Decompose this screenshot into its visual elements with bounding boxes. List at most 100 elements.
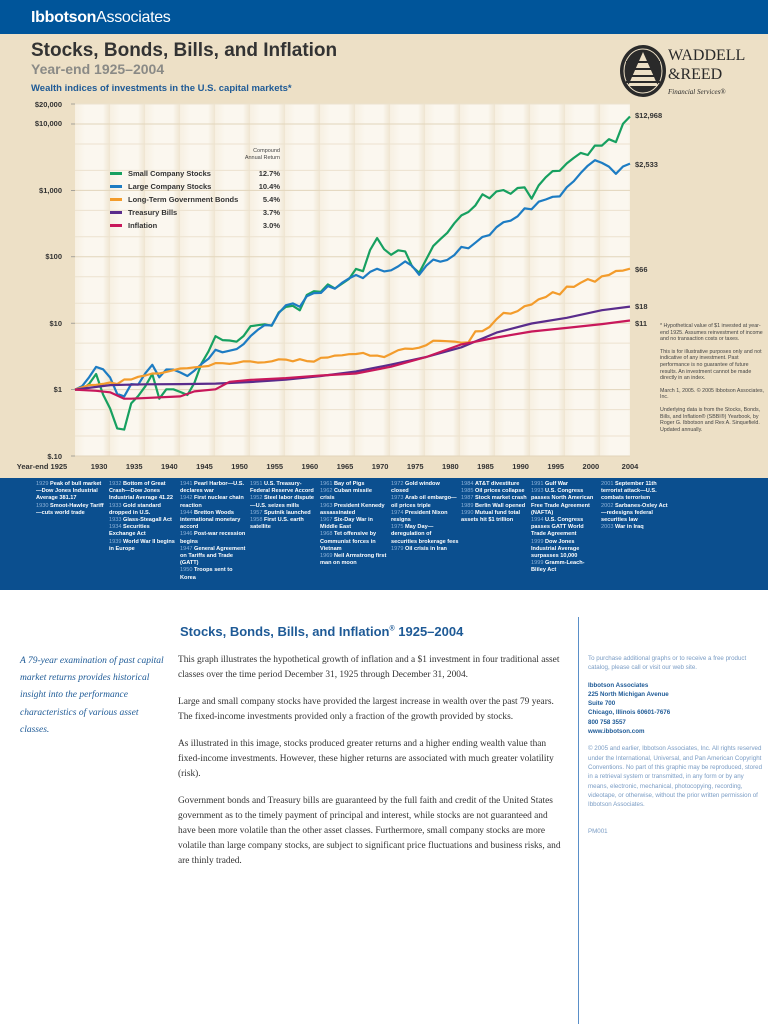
website-link[interactable]: www.ibbotson.com (588, 728, 645, 736)
event-year: 1946 (180, 531, 194, 538)
timeline-column: 1991 Gulf War 1993 U.S. Congress passes N… (531, 481, 599, 575)
timeline-event: 1952 Steel labor dispute—U.S. seizes mil… (250, 495, 318, 509)
page-subtitle: Year-end 1925–2004 (31, 61, 165, 77)
timeline-event: 1942 First nuclear chain reaction (180, 495, 248, 509)
event-text: Smoot-Hawley Tariff—cuts world trade (36, 502, 104, 516)
timeline-column: 1929 Peak of bull market—Dow Jones Indus… (36, 481, 104, 517)
event-text: Gramm-Leach-Bliley Act (531, 560, 585, 574)
timeline-event: 1975 May Day—deregulation of securities … (391, 524, 459, 546)
event-text: September 11th terrorist attack—U.S. com… (601, 481, 657, 502)
legend-item: Long-Term Government Bonds 5.4% (110, 193, 280, 206)
address-block: Ibbotson Associates 225 North Michigan A… (588, 681, 763, 737)
bottom-title-text: Stocks, Bonds, Bills, and Inflation (180, 624, 390, 639)
event-year: 1990 (461, 509, 475, 516)
legend-label: Treasury Bills (128, 208, 178, 217)
legend-label: Long-Term Government Bonds (128, 195, 239, 204)
event-text: Six-Day War in Middle East (320, 517, 373, 531)
timeline-event: 1932 Bottom of Great Crash—Dow Jones Ind… (109, 481, 177, 503)
event-text: Sputnik launched (264, 509, 311, 516)
x-tick-label: 2000 (582, 462, 600, 471)
timeline-event: 1962 Cuban missile crisis (320, 488, 388, 502)
legend-return: 3.0% (262, 221, 280, 230)
phone: 800 758 3557 (588, 718, 626, 726)
y-tick-label: $20,000 (34, 99, 62, 109)
legend-swatch (110, 172, 122, 175)
timeline-column: 2001 September 11th terrorist attack—U.S… (601, 481, 669, 531)
event-text: First nuclear chain reaction (180, 495, 244, 509)
city: Chicago, Illinois 60601-7676 (588, 709, 671, 717)
event-year: 1994 (531, 517, 545, 524)
x-tick-label: 2004 (621, 462, 639, 471)
header-bar: IbbotsonAssociates (0, 0, 768, 34)
brand-logo: IbbotsonAssociates (31, 9, 171, 27)
timeline-event: 1987 Stock market crash (461, 495, 529, 502)
bottom-title-years: 1925–2004 (394, 624, 464, 639)
legend-header: Compound Annual Return (244, 148, 280, 161)
chart-svg (71, 103, 631, 457)
event-year: 1933 (109, 517, 123, 524)
event-year: 2001 (601, 481, 615, 487)
x-tick-label: Year-end 1925 (16, 462, 68, 471)
registered-mark: ® (389, 625, 395, 633)
y-tick-label: $1,000 (39, 185, 62, 195)
timeline-column: 1932 Bottom of Great Crash—Dow Jones Ind… (109, 481, 177, 553)
note: March 1, 2005. © 2005 Ibbotson Associate… (660, 387, 765, 401)
event-year: 1932 (109, 481, 123, 487)
x-tick-label: 1970 (371, 462, 389, 471)
legend-item: Inflation 3.0% (110, 219, 280, 232)
event-text: War in Iraq (615, 524, 644, 531)
event-text: U.S. Congress passes North American Free… (531, 488, 594, 516)
legend-swatch (110, 198, 122, 201)
legend-swatch (110, 185, 122, 188)
x-tick-label: 1960 (301, 462, 319, 471)
end-value-label: $2,533 (635, 159, 658, 169)
event-text: Tet offensive by Communist forces in Vie… (320, 531, 377, 552)
event-year: 1939 (109, 538, 123, 545)
event-text: U.S. Congress passes GATT World Trade Ag… (531, 517, 584, 538)
chart-notes: * Hypothetical value of $1 invested at y… (660, 323, 765, 439)
timeline-event: 1930 Smoot-Hawley Tariff—cuts world trad… (36, 503, 104, 517)
timeline-event: 1969 Neil Armstrong first man on moon (320, 553, 388, 567)
event-year: 1974 (391, 509, 405, 516)
event-text: Gold window closed (391, 481, 440, 495)
legend-item: Treasury Bills 3.7% (110, 206, 280, 219)
event-year: 1957 (250, 509, 264, 516)
timeline-event: 1989 Berlin Wall opened (461, 503, 529, 510)
event-text: Pearl Harbor—U.S. declares war (180, 481, 245, 495)
event-text: Mutual fund total assets hit $1 trillion (461, 509, 521, 524)
x-tick-label: 1945 (196, 462, 213, 471)
event-year: 1933 (109, 502, 123, 509)
event-year: 2003 (601, 524, 615, 531)
timeline-event: 1973 Arab oil embargo—oil prices triple (391, 495, 459, 509)
end-value-label: $12,968 (635, 110, 663, 120)
timeline-event: 1974 President Nixon resigns (391, 510, 459, 524)
event-text: Stock market crash (475, 495, 527, 502)
event-year: 1961 (320, 481, 334, 487)
chart-title: Wealth indices of investments in the U.S… (31, 83, 292, 94)
timeline-event: 1946 Post-war recession begins (180, 531, 248, 545)
x-tick-label: 1980 (442, 462, 459, 471)
timeline-event: 1944 Bretton Woods international monetar… (180, 510, 248, 532)
legend-label: Large Company Stocks (128, 182, 212, 191)
y-tick-label: $.10 (47, 451, 62, 461)
legend-return: 12.7% (258, 169, 280, 178)
x-tick-label: 1940 (161, 462, 178, 471)
event-year: 1993 (531, 488, 545, 495)
note: * Hypothetical value of $1 invested at y… (660, 323, 763, 343)
timeline-event: 1991 Gulf War (531, 481, 599, 488)
series-line-inflation (74, 319, 631, 400)
event-text: Berlin Wall opened (475, 502, 526, 509)
copyright: © 2005 and earlier, Ibbotson Associates,… (588, 745, 763, 809)
paragraph: This graph illustrates the hypothetical … (178, 655, 560, 680)
legend-item: Small Company Stocks 12.7% (110, 167, 280, 180)
legend-swatch (110, 211, 122, 214)
event-text: Dow Jones Industrial Average surpasses 1… (531, 538, 580, 560)
event-year: 1929 (36, 481, 50, 487)
event-year: 1991 (531, 481, 545, 487)
event-year: 1975 (391, 524, 405, 531)
event-year: 1968 (320, 531, 334, 538)
paragraph: Large and small company stocks have prov… (178, 697, 554, 722)
timeline-event: 1968 Tet offensive by Communist forces i… (320, 531, 388, 553)
x-tick-label: 1950 (231, 462, 248, 471)
legend-item: Large Company Stocks 10.4% (110, 180, 280, 193)
